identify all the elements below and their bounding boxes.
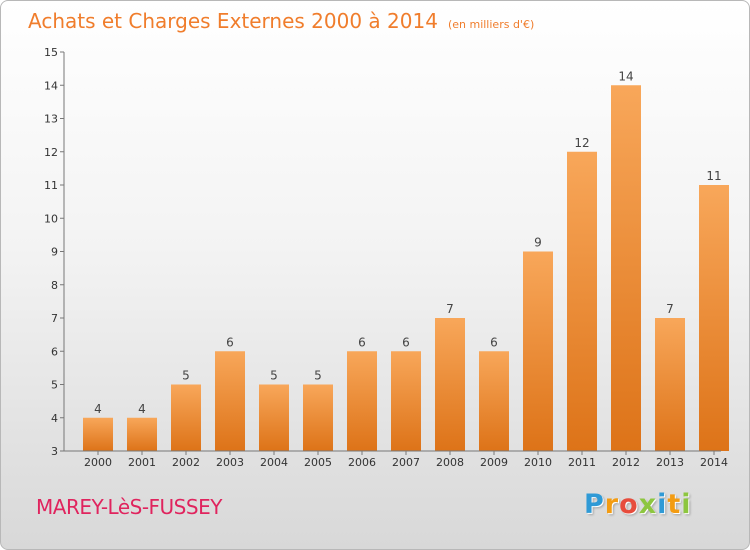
logo-letter: t xyxy=(667,489,682,520)
chart-subtitle: (en milliers d'€) xyxy=(447,18,535,31)
data-label-2004: 5 xyxy=(270,369,278,383)
x-tick-label-2012: 2012 xyxy=(612,456,640,469)
logo-letter: r xyxy=(604,489,620,520)
bar-2000 xyxy=(83,417,113,451)
data-label-2002: 5 xyxy=(182,369,190,383)
logo-letter: x xyxy=(638,489,658,520)
x-tick-label-2008: 2008 xyxy=(436,456,464,469)
x-tick-label-2000: 2000 xyxy=(84,456,112,469)
bar-2002 xyxy=(171,384,201,451)
y-tick-label: 6 xyxy=(51,345,58,358)
y-tick-label: 13 xyxy=(44,113,58,126)
commune-name: MAREY-LèS-FUSSEY xyxy=(36,495,222,519)
logo-letter: P xyxy=(584,489,605,520)
y-tick-label: 9 xyxy=(51,246,58,259)
data-label-2009: 6 xyxy=(490,335,498,349)
proxiti-logo: Proxiti xyxy=(584,489,692,520)
x-tick-label-2002: 2002 xyxy=(172,456,200,469)
chart-title: Achats et Charges Externes 2000 à 2014 xyxy=(28,9,438,33)
bar-2005 xyxy=(303,384,333,451)
data-label-2003: 6 xyxy=(226,335,234,349)
bar-2010 xyxy=(523,251,553,451)
data-label-2001: 4 xyxy=(138,402,146,416)
y-tick-label: 10 xyxy=(44,212,58,225)
bar-2009 xyxy=(479,351,509,451)
x-tick-label-2001: 2001 xyxy=(128,456,156,469)
y-tick-label: 8 xyxy=(51,279,58,292)
data-label-2010: 9 xyxy=(534,236,542,250)
data-label-2011: 12 xyxy=(574,136,589,150)
x-tick-label-2004: 2004 xyxy=(260,456,288,469)
y-tick-label: 3 xyxy=(51,445,58,458)
bars: 4 4 5 6 5 5 6 6 7 6 9 12 14 7 11 xyxy=(83,69,729,451)
x-tick-label-2011: 2011 xyxy=(568,456,596,469)
y-axis: 3 4 5 6 7 8 9 10 11 12 13 14 15 xyxy=(44,46,65,458)
y-tick-label: 14 xyxy=(44,79,58,92)
data-label-2000: 4 xyxy=(94,402,102,416)
title-line: Achats et Charges Externes 2000 à 2014 (e… xyxy=(28,9,534,33)
y-tick-label: 15 xyxy=(44,46,58,59)
bar-2004 xyxy=(259,384,289,451)
y-tick-label: 11 xyxy=(44,179,58,192)
x-tick-label-2010: 2010 xyxy=(524,456,552,469)
logo-letter: i xyxy=(681,489,692,520)
x-tick-label-2014: 2014 xyxy=(700,456,728,469)
data-label-2008: 7 xyxy=(446,302,454,316)
bar-2011 xyxy=(567,151,597,451)
bar-2006 xyxy=(347,351,377,451)
data-label-2005: 5 xyxy=(314,369,322,383)
x-tick-label-2006: 2006 xyxy=(348,456,376,469)
bar-2003 xyxy=(215,351,245,451)
data-label-2014: 11 xyxy=(706,169,721,183)
bar-2014 xyxy=(699,185,729,451)
x-tick-label-2005: 2005 xyxy=(304,456,332,469)
bar-2013 xyxy=(655,318,685,451)
data-label-2013: 7 xyxy=(666,302,674,316)
bar-2007 xyxy=(391,351,421,451)
y-tick-label: 12 xyxy=(44,146,58,159)
x-axis: 2000 2001 2002 2003 2004 2005 2006 2007 2008 2009… xyxy=(64,450,728,469)
bar-2001 xyxy=(127,417,157,451)
data-label-2012: 14 xyxy=(618,69,633,83)
y-tick-label: 4 xyxy=(51,412,58,425)
data-label-2006: 6 xyxy=(358,335,366,349)
logo-letter: o xyxy=(619,489,639,520)
x-tick-label-2007: 2007 xyxy=(392,456,420,469)
data-label-2007: 6 xyxy=(402,335,410,349)
y-tick-label: 5 xyxy=(51,379,58,392)
bar-2012 xyxy=(611,85,641,451)
logo-letter: i xyxy=(657,489,668,520)
x-tick-label-2013: 2013 xyxy=(656,456,684,469)
bar-2008 xyxy=(435,318,465,451)
x-tick-label-2009: 2009 xyxy=(480,456,508,469)
x-tick-label-2003: 2003 xyxy=(216,456,244,469)
y-tick-label: 7 xyxy=(51,312,58,325)
